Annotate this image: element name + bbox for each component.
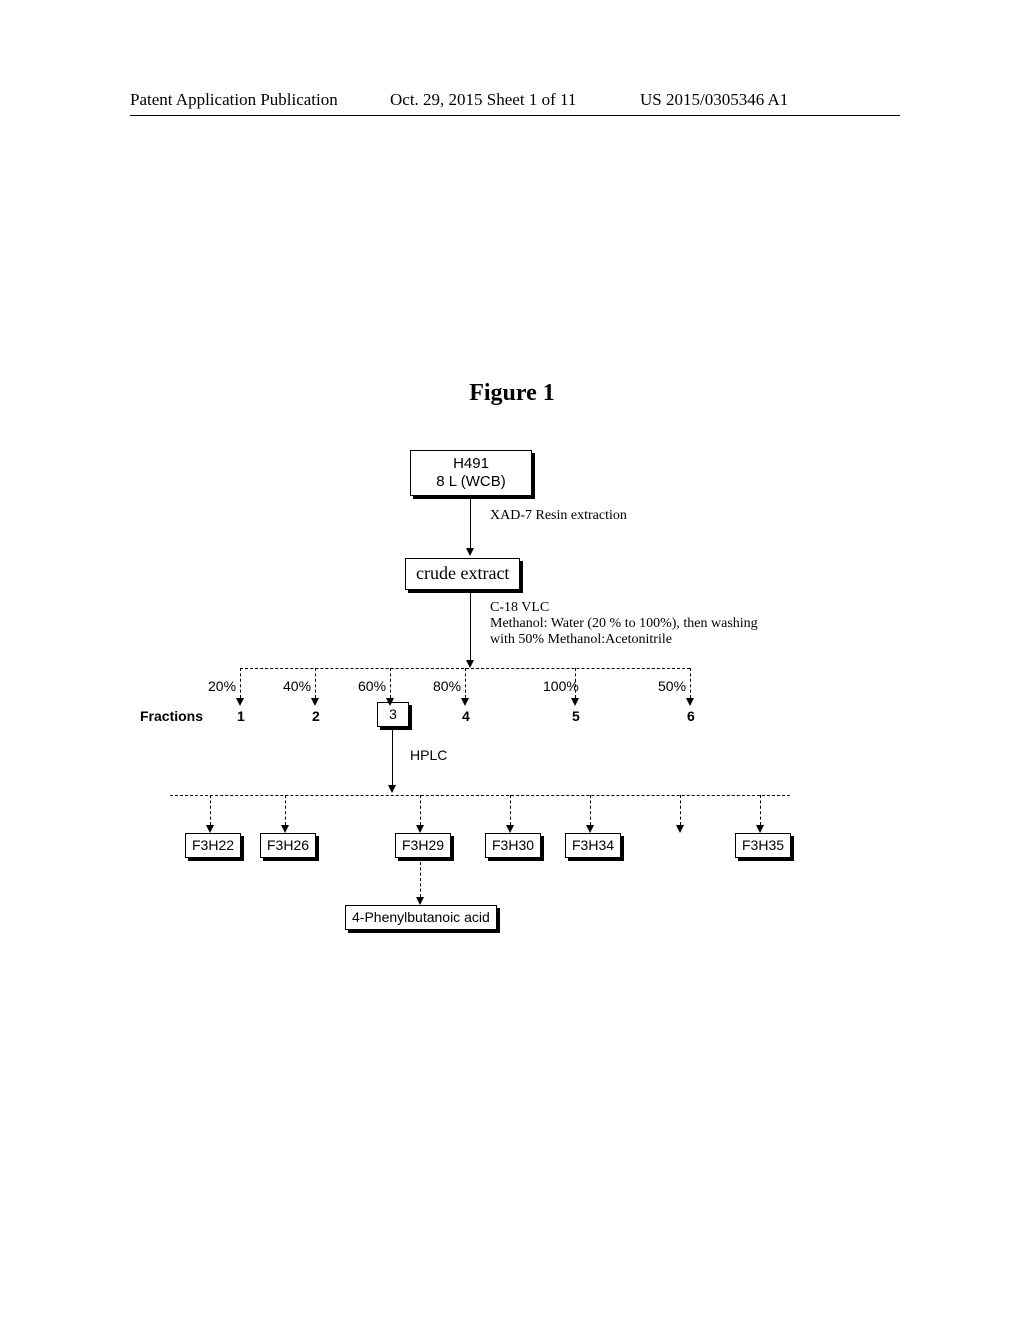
fraction-number-1: 1 xyxy=(237,708,245,724)
header-left: Patent Application Publication xyxy=(130,90,338,110)
node-h34: F3H34 xyxy=(565,833,621,858)
node-h491-line1: H491 xyxy=(421,455,521,473)
node-h29: F3H29 xyxy=(395,833,451,858)
arrow-hplc-2 xyxy=(285,795,286,825)
arrow-frac3-hplc xyxy=(392,730,393,785)
percent-label-1: 20% xyxy=(208,678,236,694)
node-h22: F3H22 xyxy=(185,833,241,858)
node-h26: F3H26 xyxy=(260,833,316,858)
arrow-h29-final xyxy=(420,862,421,897)
arrow-hplc-3 xyxy=(420,795,421,825)
percent-label-3: 60% xyxy=(358,678,386,694)
header-right: US 2015/0305346 A1 xyxy=(640,90,788,110)
arrow-hplc-5 xyxy=(590,795,591,825)
percent-label-2: 40% xyxy=(283,678,311,694)
fraction-number-6: 6 xyxy=(687,708,695,724)
arrowhead-hplc-6 xyxy=(676,825,684,833)
node-h491: H491 8 L (WCB) xyxy=(410,450,532,496)
percent-label-6: 50% xyxy=(658,678,686,694)
arrowhead-fraction-3 xyxy=(386,698,394,706)
arrowhead-frac3-hplc xyxy=(388,785,396,793)
arrow-fraction-4 xyxy=(465,668,466,698)
arrow-hplc-1 xyxy=(210,795,211,825)
header-rule xyxy=(130,115,900,116)
arrow-top-crude xyxy=(470,498,471,548)
arrow-fraction-6 xyxy=(690,668,691,698)
arrowhead-hplc-7 xyxy=(756,825,764,833)
flowchart: H491 8 L (WCB) XAD-7 Resin extraction cr… xyxy=(130,450,900,970)
node-h30: F3H30 xyxy=(485,833,541,858)
header-mid: Oct. 29, 2015 Sheet 1 of 11 xyxy=(390,90,576,110)
fraction-number-5: 5 xyxy=(572,708,580,724)
arrow-fraction-5 xyxy=(575,668,576,698)
arrow-hplc-6 xyxy=(680,795,681,825)
arrowhead-fraction-6 xyxy=(686,698,694,706)
label-vlc2: Methanol: Water (20 % to 100%), then was… xyxy=(490,616,758,632)
fraction-number-4: 4 xyxy=(462,708,470,724)
arrowhead-fraction-4 xyxy=(461,698,469,706)
arrowhead-hplc-5 xyxy=(586,825,594,833)
node-crude-extract: crude extract xyxy=(405,558,520,590)
fractions-label: Fractions xyxy=(140,708,203,724)
label-vlc1: C-18 VLC xyxy=(490,600,549,616)
arrow-crude-split xyxy=(470,592,471,660)
percent-label-4: 80% xyxy=(433,678,461,694)
node-final: 4-Phenylbutanoic acid xyxy=(345,905,497,930)
arrowhead-hplc-1 xyxy=(206,825,214,833)
node-h35: F3H35 xyxy=(735,833,791,858)
label-hplc: HPLC xyxy=(410,747,447,763)
label-vlc3: with 50% Methanol:Acetonitrile xyxy=(490,632,672,648)
arrowhead-top-crude xyxy=(466,548,474,556)
arrowhead-hplc-2 xyxy=(281,825,289,833)
node-h491-line2: 8 L (WCB) xyxy=(421,473,521,491)
arrowhead-crude-split xyxy=(466,660,474,668)
arrow-hplc-7 xyxy=(760,795,761,825)
percent-label-5: 100% xyxy=(543,678,579,694)
arrowhead-fraction-5 xyxy=(571,698,579,706)
arrow-fraction-2 xyxy=(315,668,316,698)
label-xad: XAD-7 Resin extraction xyxy=(490,508,627,524)
figure-title: Figure 1 xyxy=(0,380,1024,407)
fraction-number-2: 2 xyxy=(312,708,320,724)
arrow-hplc-4 xyxy=(510,795,511,825)
arrowhead-fraction-2 xyxy=(311,698,319,706)
arrowhead-hplc-4 xyxy=(506,825,514,833)
arrowhead-hplc-3 xyxy=(416,825,424,833)
arrow-fraction-3 xyxy=(390,668,391,698)
arrowhead-h29-final xyxy=(416,897,424,905)
arrowhead-fraction-1 xyxy=(236,698,244,706)
split-line-hplc xyxy=(170,795,790,796)
arrow-fraction-1 xyxy=(240,668,241,698)
